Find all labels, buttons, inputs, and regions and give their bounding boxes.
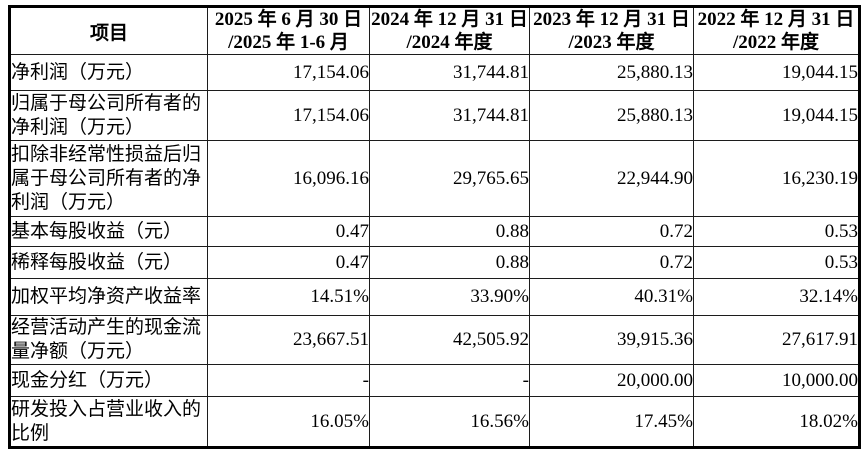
cell-value: -	[369, 364, 530, 397]
header-line1: 2023 年 12 月 31 日	[533, 9, 690, 30]
header-line1: 2022 年 12 月 31 日	[697, 9, 855, 30]
row-label: 净利润（万元）	[9, 54, 208, 91]
cell-value: -	[207, 364, 370, 397]
table-row-deducted-net-profit: 扣除非经常性损益后归属于母公司所有者的净利润（万元） 16,096.16 29,…	[9, 140, 860, 217]
cell-value: 0.47	[207, 216, 370, 247]
cell-value: 20,000.00	[529, 364, 694, 397]
header-line1: 2024 年 12 月 31 日	[371, 9, 528, 30]
cell-value: 0.47	[207, 246, 370, 279]
cell-value: 31,744.81	[369, 54, 530, 91]
row-label: 现金分红（万元）	[9, 364, 208, 397]
column-header-2023: 2023 年 12 月 31 日 /2023 年度	[529, 6, 694, 55]
row-label: 稀释每股收益（元）	[9, 246, 208, 279]
row-label: 加权平均净资产收益率	[9, 278, 208, 316]
cell-value: 17,154.06	[207, 90, 370, 141]
row-label: 经营活动产生的现金流量净额（万元）	[9, 315, 208, 365]
cell-value: 14.51%	[207, 278, 370, 316]
row-label: 扣除非经常性损益后归属于母公司所有者的净利润（万元）	[9, 140, 208, 217]
row-label: 基本每股收益（元）	[9, 216, 208, 247]
cell-value: 33.90%	[369, 278, 530, 316]
header-line1: 2025 年 6 月 30 日	[214, 9, 363, 30]
cell-value: 27,617.91	[693, 315, 860, 365]
table-row-diluted-eps: 稀释每股收益（元） 0.47 0.88 0.72 0.53	[9, 246, 860, 279]
column-header-2025: 2025 年 6 月 30 日 /2025 年 1-6 月	[207, 6, 370, 55]
header-line2: /2025 年 1-6 月	[228, 32, 349, 53]
table-row-net-profit: 净利润（万元） 17,154.06 31,744.81 25,880.13 19…	[9, 54, 860, 91]
table-row-basic-eps: 基本每股收益（元） 0.47 0.88 0.72 0.53	[9, 216, 860, 247]
row-label: 研发投入占营业收入的比例	[9, 396, 208, 448]
table-row-parent-net-profit: 归属于母公司所有者的净利润（万元） 17,154.06 31,744.81 25…	[9, 90, 860, 141]
cell-value: 42,505.92	[369, 315, 530, 365]
cell-value: 0.88	[369, 216, 530, 247]
header-text: 项目	[89, 22, 128, 44]
cell-value: 40.31%	[529, 278, 694, 316]
column-header-2024: 2024 年 12 月 31 日 /2024 年度	[369, 6, 530, 55]
cell-value: 31,744.81	[369, 90, 530, 141]
table-row-weighted-avg-roe: 加权平均净资产收益率 14.51% 33.90% 40.31% 32.14%	[9, 278, 860, 316]
cell-value: 25,880.13	[529, 90, 694, 141]
cell-value: 18.02%	[693, 396, 860, 448]
cell-value: 16.05%	[207, 396, 370, 448]
table-row-rd-ratio: 研发投入占营业收入的比例 16.05% 16.56% 17.45% 18.02%	[9, 396, 860, 448]
cell-value: 39,915.36	[529, 315, 694, 365]
cell-value: 32.14%	[693, 278, 860, 316]
table-row-operating-cash-flow: 经营活动产生的现金流量净额（万元） 23,667.51 42,505.92 39…	[9, 315, 860, 365]
cell-value: 0.53	[693, 246, 860, 279]
cell-value: 0.88	[369, 246, 530, 279]
cell-value: 29,765.65	[369, 140, 530, 217]
cell-value: 17.45%	[529, 396, 694, 448]
financial-highlights-table: 项目 2025 年 6 月 30 日 /2025 年 1-6 月 2024 年 …	[8, 5, 861, 449]
header-line2: /2024 年度	[406, 32, 493, 53]
header-row: 项目 2025 年 6 月 30 日 /2025 年 1-6 月 2024 年 …	[9, 6, 860, 55]
cell-value: 16.56%	[369, 396, 530, 448]
column-header-item: 项目	[9, 6, 208, 55]
cell-value: 19,044.15	[693, 54, 860, 91]
cell-value: 22,944.90	[529, 140, 694, 217]
cell-value: 17,154.06	[207, 54, 370, 91]
table-row-cash-dividend: 现金分红（万元） - - 20,000.00 10,000.00	[9, 364, 860, 397]
cell-value: 0.72	[529, 246, 694, 279]
header-line2: /2022 年度	[732, 32, 820, 53]
cell-value: 25,880.13	[529, 54, 694, 91]
column-header-2022: 2022 年 12 月 31 日 /2022 年度	[693, 6, 860, 55]
header-line2: /2023 年度	[568, 32, 655, 53]
cell-value: 0.53	[693, 216, 860, 247]
row-label: 归属于母公司所有者的净利润（万元）	[9, 90, 208, 141]
cell-value: 23,667.51	[207, 315, 370, 365]
cell-value: 19,044.15	[693, 90, 860, 141]
cell-value: 16,230.19	[693, 140, 860, 217]
cell-value: 10,000.00	[693, 364, 860, 397]
financial-table-container: 项目 2025 年 6 月 30 日 /2025 年 1-6 月 2024 年 …	[8, 5, 861, 449]
cell-value: 0.72	[529, 216, 694, 247]
cell-value: 16,096.16	[207, 140, 370, 217]
